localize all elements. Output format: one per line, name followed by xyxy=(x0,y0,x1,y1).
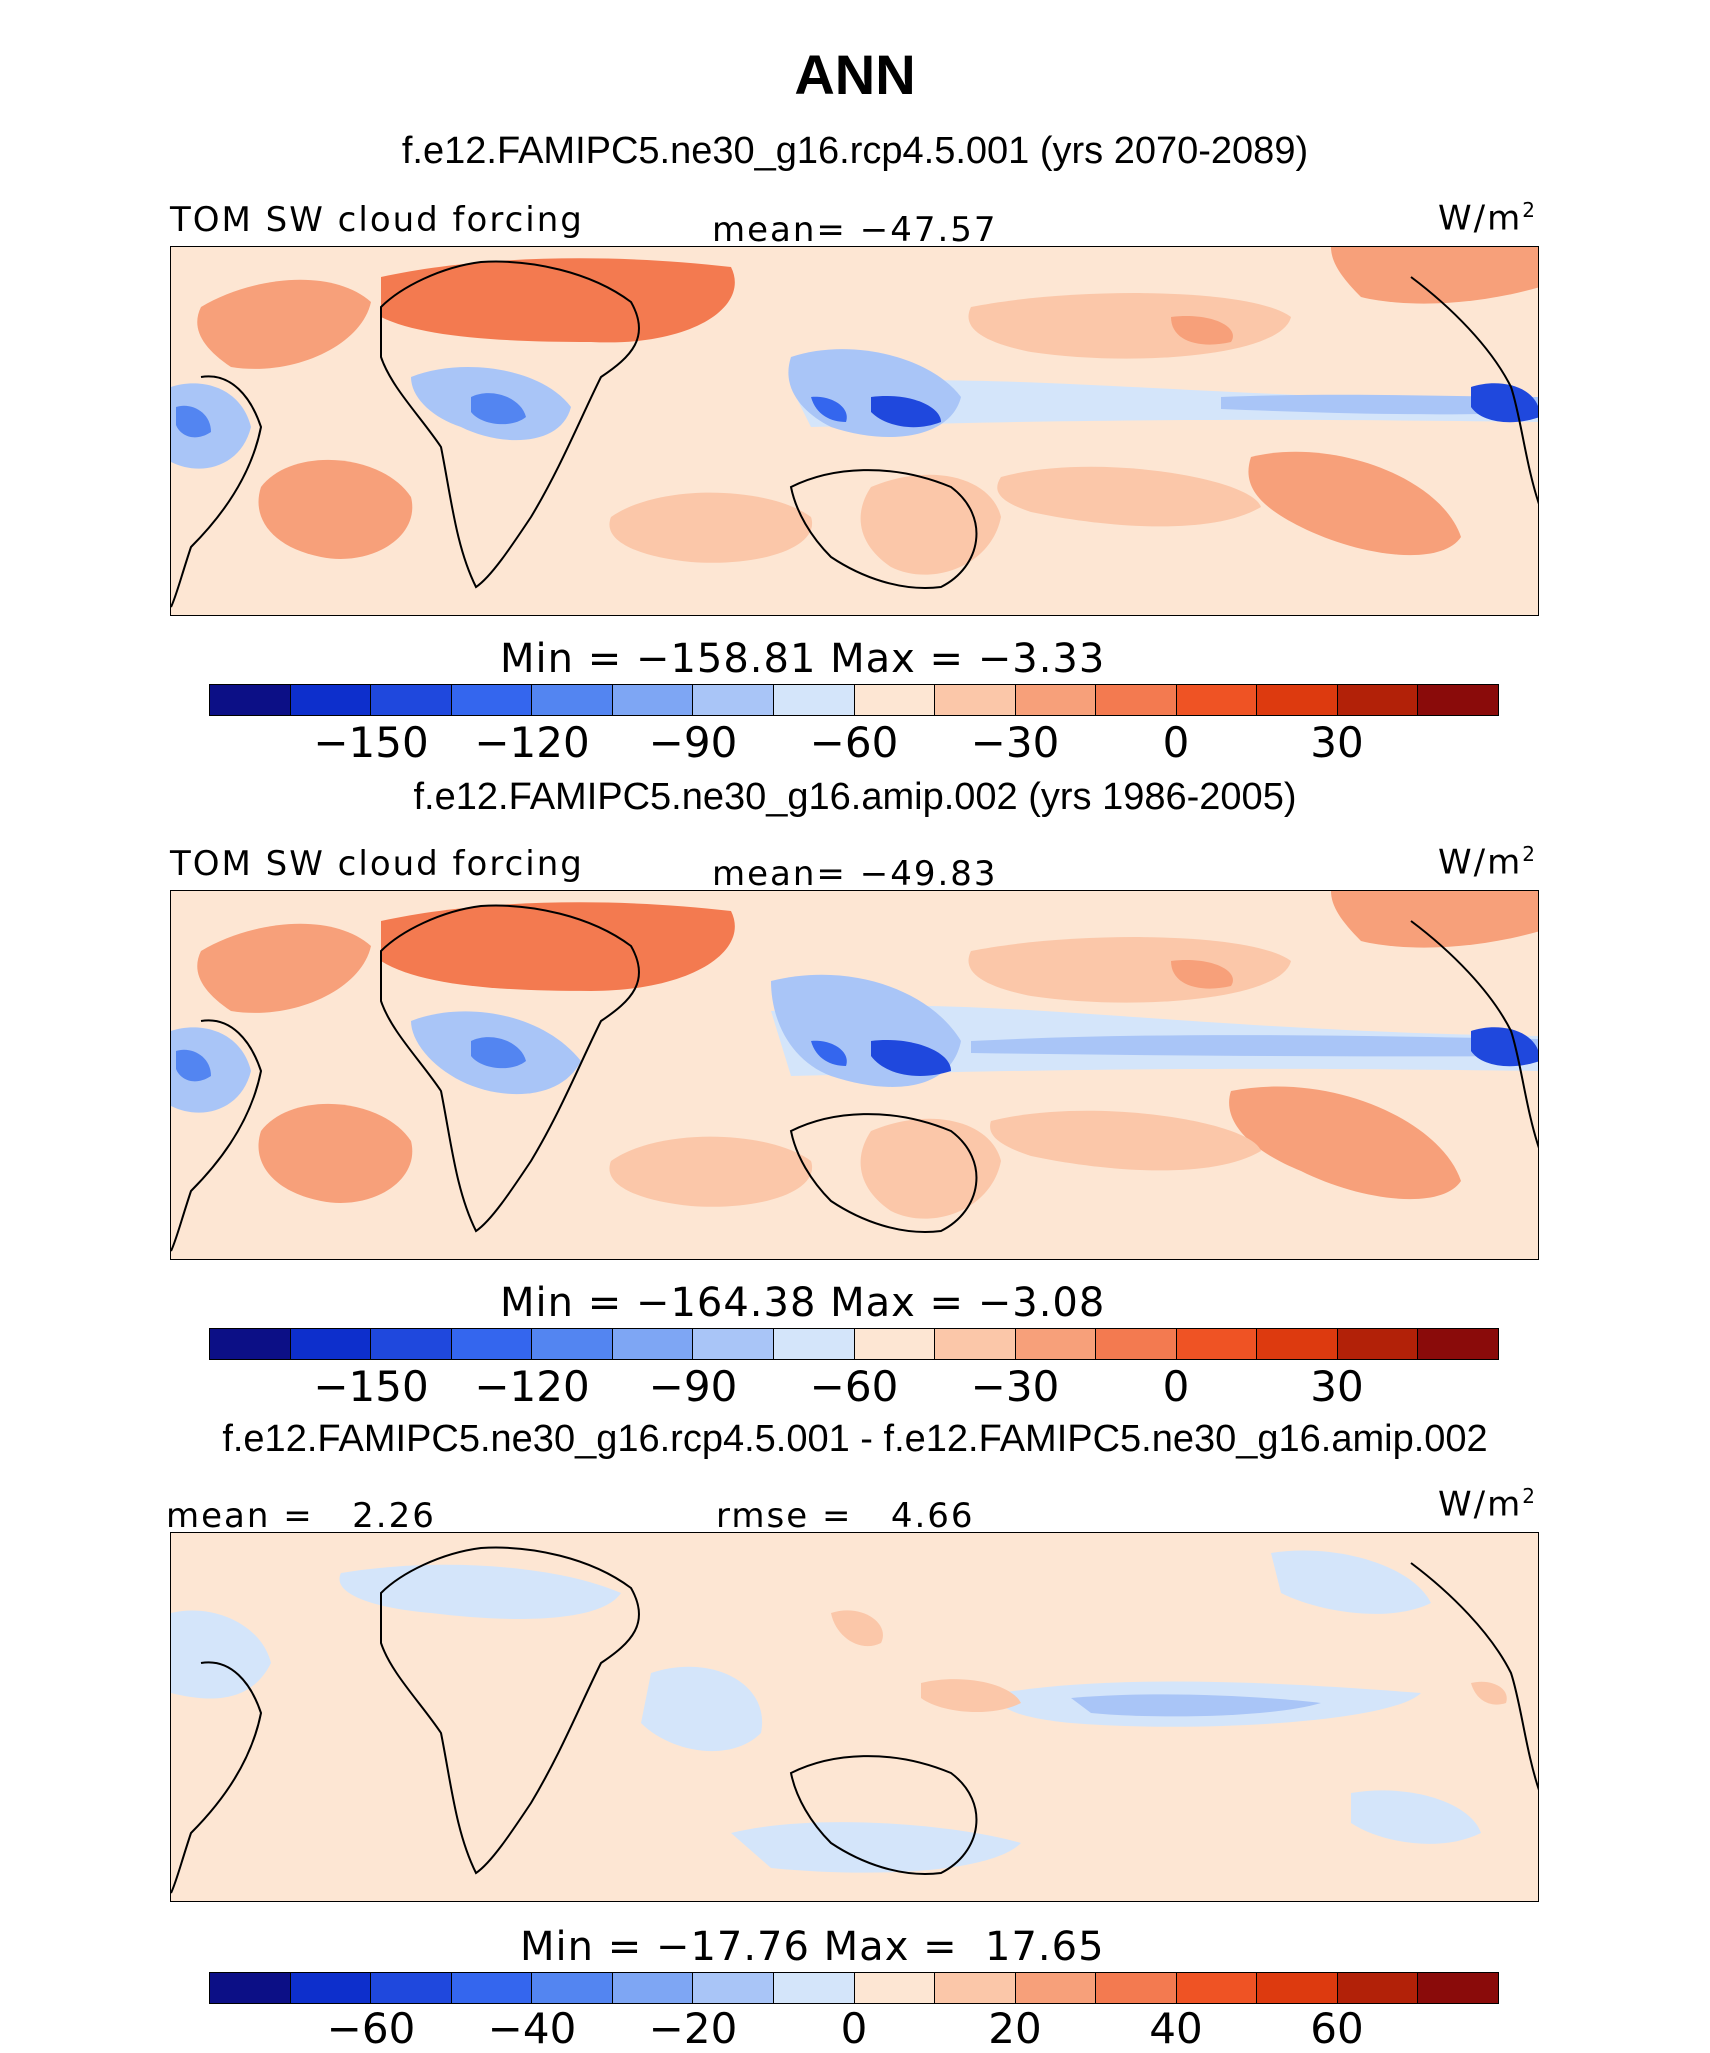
colorbar-swatch xyxy=(854,1329,936,1359)
panel-3-tick: 60 xyxy=(1310,2004,1364,2053)
panel-2-map xyxy=(170,890,1539,1260)
colorbar-swatch xyxy=(532,1973,613,2003)
colorbar-swatch xyxy=(693,1329,774,1359)
colorbar-swatch xyxy=(1096,1973,1177,2003)
colorbar-swatch xyxy=(693,1973,774,2003)
panel-2-tick: −60 xyxy=(809,1362,899,1411)
colorbar-swatch xyxy=(290,1329,372,1359)
colorbar-swatch xyxy=(532,1329,613,1359)
colorbar-swatch xyxy=(210,1329,291,1359)
colorbar-swatch xyxy=(1418,685,1498,715)
panel-2-units: W/m2 xyxy=(1438,842,1537,883)
colorbar-swatch xyxy=(1257,685,1338,715)
panel-3-case-title: f.e12.FAMIPC5.ne30_g16.rcp4.5.001 - f.e1… xyxy=(222,1418,1488,1460)
colorbar-swatch xyxy=(1337,1973,1419,2003)
colorbar-swatch xyxy=(290,685,372,715)
panel-1-tick: 30 xyxy=(1310,718,1364,767)
colorbar-swatch xyxy=(290,1973,372,2003)
colorbar-swatch xyxy=(773,1329,855,1359)
panel-1-tick: −90 xyxy=(648,718,738,767)
panel-1-tick: −120 xyxy=(474,718,590,767)
colorbar-swatch xyxy=(1337,1329,1419,1359)
panel-3-minmax: Min = −17.76 Max = 17.65 xyxy=(520,1924,1105,1970)
colorbar-swatch xyxy=(1015,1973,1097,2003)
colorbar-swatch xyxy=(451,685,533,715)
colorbar-swatch xyxy=(371,1973,452,2003)
colorbar-swatch xyxy=(210,685,291,715)
panel-1-units: W/m2 xyxy=(1438,198,1537,239)
colorbar-swatch xyxy=(1015,685,1097,715)
colorbar-swatch xyxy=(210,1973,291,2003)
panel-2-tick: −120 xyxy=(474,1362,590,1411)
colorbar-swatch xyxy=(935,1329,1016,1359)
colorbar-swatch xyxy=(1096,1329,1177,1359)
colorbar-swatch xyxy=(1418,1329,1498,1359)
colorbar-swatch xyxy=(935,685,1016,715)
panel-1-colorbar xyxy=(209,684,1499,716)
panel-1-minmax: Min = −158.81 Max = −3.33 xyxy=(500,636,1106,682)
panel-2-minmax: Min = −164.38 Max = −3.08 xyxy=(500,1280,1106,1326)
colorbar-swatch xyxy=(1176,1973,1258,2003)
panel-1-tick: −60 xyxy=(809,718,899,767)
colorbar-swatch xyxy=(451,1329,533,1359)
panel-1-tick: −30 xyxy=(970,718,1060,767)
panel-3-tick: 20 xyxy=(988,2004,1042,2053)
panel-1-mean-label: mean= −47.57 xyxy=(712,210,998,250)
panel-2-tick: −150 xyxy=(313,1362,429,1411)
panel-3-units: W/m2 xyxy=(1438,1484,1537,1525)
colorbar-swatch xyxy=(854,1973,936,2003)
panel-3-tick: 0 xyxy=(840,2004,868,2053)
panel-2-tick: −90 xyxy=(648,1362,738,1411)
panel-2-mean-label: mean= −49.83 xyxy=(712,854,998,894)
panel-3-rmse-label: rmse = 4.66 xyxy=(716,1496,975,1536)
colorbar-swatch xyxy=(532,685,613,715)
panel-2-case-title: f.e12.FAMIPC5.ne30_g16.amip.002 (yrs 198… xyxy=(413,776,1297,818)
colorbar-swatch xyxy=(612,1973,694,2003)
panel-3-colorbar xyxy=(209,1972,1499,2004)
figure-title: ANN xyxy=(794,43,916,106)
panel-1-variable-label: TOM SW cloud forcing xyxy=(170,200,584,240)
panel-3-mean-label: mean = 2.26 xyxy=(166,1496,436,1536)
colorbar-swatch xyxy=(1176,685,1258,715)
panel-2-tick: 0 xyxy=(1162,1362,1190,1411)
colorbar-swatch xyxy=(935,1973,1016,2003)
colorbar-swatch xyxy=(612,685,694,715)
panel-3-tick: −20 xyxy=(648,2004,738,2053)
colorbar-swatch xyxy=(451,1973,533,2003)
panel-3-map xyxy=(170,1532,1539,1902)
colorbar-swatch xyxy=(612,1329,694,1359)
panel-3-tick: −40 xyxy=(487,2004,577,2053)
colorbar-swatch xyxy=(1337,685,1419,715)
colorbar-swatch xyxy=(1096,685,1177,715)
panel-3-tick: 40 xyxy=(1149,2004,1203,2053)
panel-2-tick: 30 xyxy=(1310,1362,1364,1411)
colorbar-swatch xyxy=(1257,1973,1338,2003)
panel-2-tick: −30 xyxy=(970,1362,1060,1411)
colorbar-swatch xyxy=(371,685,452,715)
panel-1-map xyxy=(170,246,1539,616)
colorbar-swatch xyxy=(693,685,774,715)
colorbar-swatch xyxy=(371,1329,452,1359)
panel-2-variable-label: TOM SW cloud forcing xyxy=(170,844,584,884)
colorbar-swatch xyxy=(854,685,936,715)
panel-1-tick: 0 xyxy=(1162,718,1190,767)
colorbar-swatch xyxy=(1176,1329,1258,1359)
colorbar-swatch xyxy=(1257,1329,1338,1359)
panel-3-tick: −60 xyxy=(326,2004,416,2053)
colorbar-swatch xyxy=(773,1973,855,2003)
panel-2-colorbar xyxy=(209,1328,1499,1360)
colorbar-swatch xyxy=(1418,1973,1498,2003)
panel-1-tick: −150 xyxy=(313,718,429,767)
colorbar-swatch xyxy=(1015,1329,1097,1359)
colorbar-swatch xyxy=(773,685,855,715)
panel-1-case-title: f.e12.FAMIPC5.ne30_g16.rcp4.5.001 (yrs 2… xyxy=(401,130,1309,172)
